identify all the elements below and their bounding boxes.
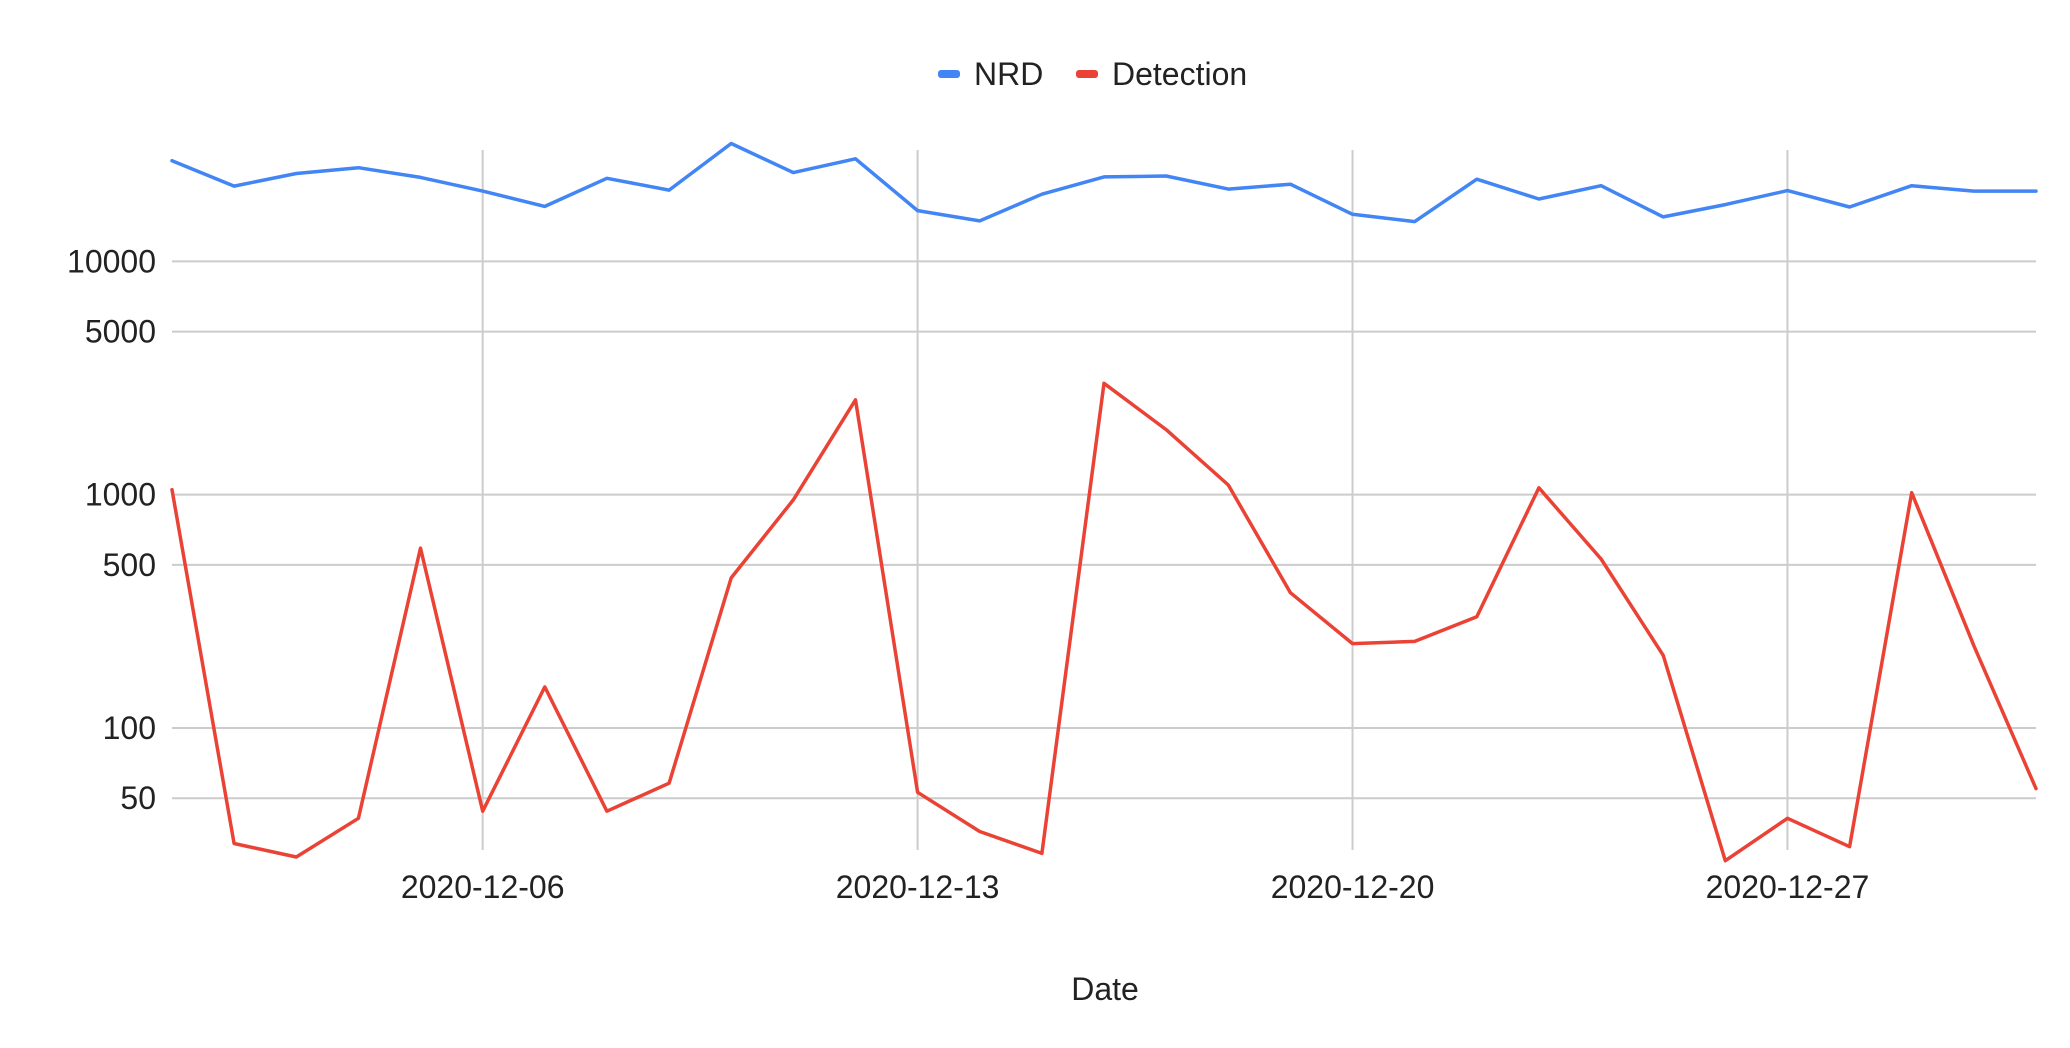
x-tick-label: 2020-12-13 xyxy=(836,869,1000,905)
x-axis-tick-labels: 2020-12-06 2020-12-13 2020-12-20 2020-12-27 xyxy=(401,869,1869,905)
x-tick-label: 2020-12-06 xyxy=(401,869,565,905)
y-tick-label: 50 xyxy=(120,780,156,816)
y-tick-label: 10000 xyxy=(67,243,156,279)
legend-label-nrd: NRD xyxy=(974,56,1043,92)
x-tick-label: 2020-12-27 xyxy=(1706,869,1870,905)
series-line-detection xyxy=(170,381,2038,863)
legend-swatch-detection xyxy=(1076,70,1098,78)
legend: NRD Detection xyxy=(938,56,1247,92)
y-tick-label: 5000 xyxy=(85,314,156,350)
y-tick-label: 1000 xyxy=(85,477,156,513)
legend-swatch-nrd xyxy=(938,70,960,78)
x-tick-label: 2020-12-20 xyxy=(1271,869,1435,905)
y-tick-label: 500 xyxy=(103,547,156,583)
gridlines xyxy=(172,150,2036,850)
x-axis-title: Date xyxy=(1071,971,1139,1007)
y-tick-label: 100 xyxy=(103,710,156,746)
series-line-nrd xyxy=(170,141,2038,224)
series-lines xyxy=(170,141,2038,863)
y-axis-tick-labels: 50 100 500 1000 5000 10000 xyxy=(67,243,156,816)
legend-label-detection: Detection xyxy=(1112,56,1247,92)
